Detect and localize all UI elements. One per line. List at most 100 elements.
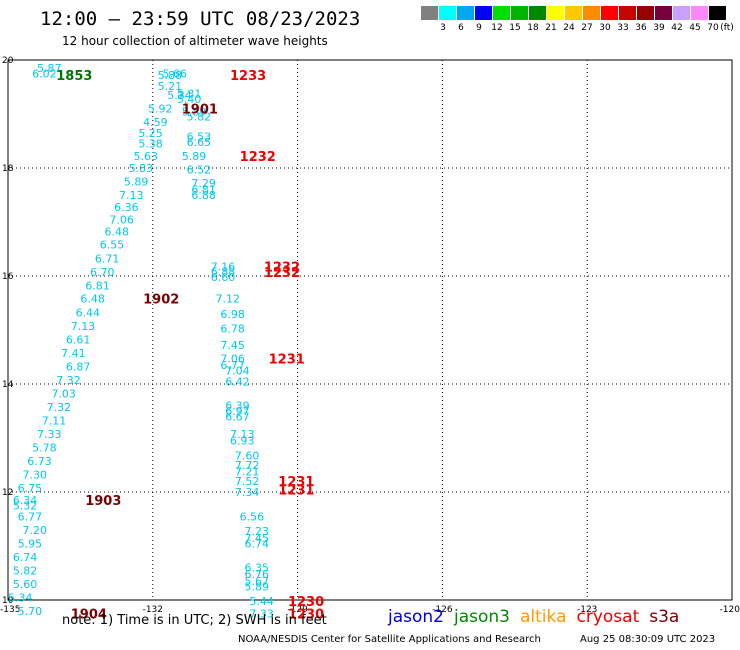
wave-height-value: 6.55 xyxy=(100,239,125,252)
legend-label: 18 xyxy=(527,23,539,33)
wave-height-value: 6.42 xyxy=(225,375,250,388)
wave-height-value: 5.67 xyxy=(245,575,269,588)
legend-label: 27 xyxy=(581,23,593,33)
wave-height-value: 7.52 xyxy=(235,475,260,488)
latitude-tick-label: 18 xyxy=(2,164,14,174)
wave-height-value: 7.13 xyxy=(119,189,144,202)
legend-label: 6 xyxy=(458,23,464,33)
wave-height-value: 6.77 xyxy=(220,359,245,372)
satellite-legend-item: jason2 xyxy=(388,607,444,627)
wave-height-value: 7.20 xyxy=(22,524,47,537)
wave-height-value: 5.89 xyxy=(245,581,269,594)
wave-height-value: 5.83 xyxy=(129,162,154,175)
legend-swatch xyxy=(655,6,672,20)
longitude-tick-label: -123 xyxy=(577,605,597,615)
wave-height-value: 7.12 xyxy=(216,293,241,306)
legend-label: 33 xyxy=(617,23,629,33)
pass-time-label: 1230 xyxy=(288,595,324,610)
wave-height-value: 6.78 xyxy=(220,322,245,335)
wave-height-value: 7.33 xyxy=(249,608,273,621)
wave-height-value: 6.97 xyxy=(225,405,250,418)
longitude-tick-label: -135 xyxy=(0,605,20,615)
wave-height-value: 6.81 xyxy=(191,184,216,197)
legend-label: 24 xyxy=(563,23,575,33)
legend-swatch xyxy=(673,6,690,20)
wave-height-value: 6.02 xyxy=(32,68,57,81)
wave-height-value: 6.61 xyxy=(66,334,91,347)
legend-swatch xyxy=(709,6,726,20)
wave-height-value: 4.59 xyxy=(143,116,168,129)
latitude-tick-label: 10 xyxy=(2,596,14,606)
wave-height-value: 5.78 xyxy=(32,442,57,455)
wave-height-value: 7.06 xyxy=(220,353,245,366)
pass-time-label: 1901 xyxy=(182,103,218,118)
wave-height-value: 5.44 xyxy=(249,595,273,608)
wave-height-value: 5.32 xyxy=(13,500,38,513)
wave-height-value: 6.60 xyxy=(211,271,236,284)
wave-height-value: 5.82 xyxy=(13,564,38,577)
legend-swatch xyxy=(583,6,600,20)
wave-height-value: 7.32 xyxy=(56,374,80,387)
page-subtitle: 12 hour collection of altimeter wave hei… xyxy=(62,34,328,48)
wave-height-value: 6.74 xyxy=(13,551,38,564)
wave-height-value: 5.38 xyxy=(138,138,163,151)
wave-height-value: 6.35 xyxy=(245,562,269,575)
wave-height-value: 7.16 xyxy=(211,260,236,273)
legend-label: 39 xyxy=(653,23,665,33)
latitude-tick-label: 16 xyxy=(2,272,14,282)
wave-height-value: 6.93 xyxy=(230,435,255,448)
longitude-tick-label: -129 xyxy=(287,605,308,615)
wave-height-value: 6.67 xyxy=(225,410,250,423)
wave-height-value: 6.36 xyxy=(114,201,139,214)
legend-swatch xyxy=(691,6,708,20)
wave-height-value: 5.87 xyxy=(37,62,62,75)
wave-height-value: 6.65 xyxy=(187,136,212,149)
wave-height-value: 5.21 xyxy=(158,80,183,93)
wave-height-value: 5.82 xyxy=(187,111,212,124)
legend-label: 3 xyxy=(440,23,446,33)
legend-label: 21 xyxy=(545,23,557,33)
wave-height-value: 6.74 xyxy=(245,537,269,550)
wave-height-value: 6.98 xyxy=(220,308,245,321)
pass-time-label: 1230 xyxy=(288,608,324,623)
wave-height-value: 5.60 xyxy=(13,578,38,591)
wave-height-value: 5.34 xyxy=(167,89,192,102)
wave-height-value: 5.25 xyxy=(138,127,163,140)
wave-height-value: 6.44 xyxy=(76,307,101,320)
wave-height-value: 5.70 xyxy=(18,605,43,618)
wave-height-value: 5.95 xyxy=(18,537,43,550)
units-note: note: 1) Time is in UTC; 2) SWH is in fe… xyxy=(62,613,327,628)
legend-unit: (ft) xyxy=(720,23,734,33)
legend-label: 12 xyxy=(491,23,503,33)
wave-height-value: 5.31 xyxy=(177,87,202,100)
wave-height-value: 6.88 xyxy=(211,266,236,279)
wave-height-value: 7.45 xyxy=(245,532,269,545)
wave-height-value: 5.89 xyxy=(182,150,207,163)
legend-label: 42 xyxy=(671,23,683,33)
wave-height-value: 7.11 xyxy=(42,415,67,428)
wave-height-value: 6.53 xyxy=(187,131,212,144)
wave-height-value: 6.70 xyxy=(90,266,115,279)
legend-label: 45 xyxy=(689,23,701,33)
wave-height-value: 7.13 xyxy=(230,428,255,441)
wave-height-value: 6.56 xyxy=(240,510,265,523)
longitude-tick-label: -120 xyxy=(720,605,740,615)
wave-height-value: 6.52 xyxy=(187,164,212,177)
legend-swatch xyxy=(511,6,528,20)
pass-time-label: 1232 xyxy=(264,260,300,275)
legend-label: 36 xyxy=(635,23,647,33)
wave-height-value: 7.33 xyxy=(37,428,62,441)
page-title: 12:00 – 23:59 UTC 08/23/2023 xyxy=(40,8,361,30)
legend-swatch xyxy=(529,6,546,20)
legend-label: 30 xyxy=(599,23,611,33)
legend-label: 15 xyxy=(509,23,521,33)
legend-swatch xyxy=(565,6,582,20)
legend-swatch xyxy=(637,6,654,20)
pass-time-label: 1904 xyxy=(71,608,107,623)
wave-height-value: 7.21 xyxy=(235,465,260,478)
wave-height-value: 5.34 xyxy=(8,591,33,604)
wave-height-value: 6.87 xyxy=(66,361,91,374)
legend-label: 70 xyxy=(707,23,719,33)
latitude-tick-label: 12 xyxy=(2,488,13,498)
